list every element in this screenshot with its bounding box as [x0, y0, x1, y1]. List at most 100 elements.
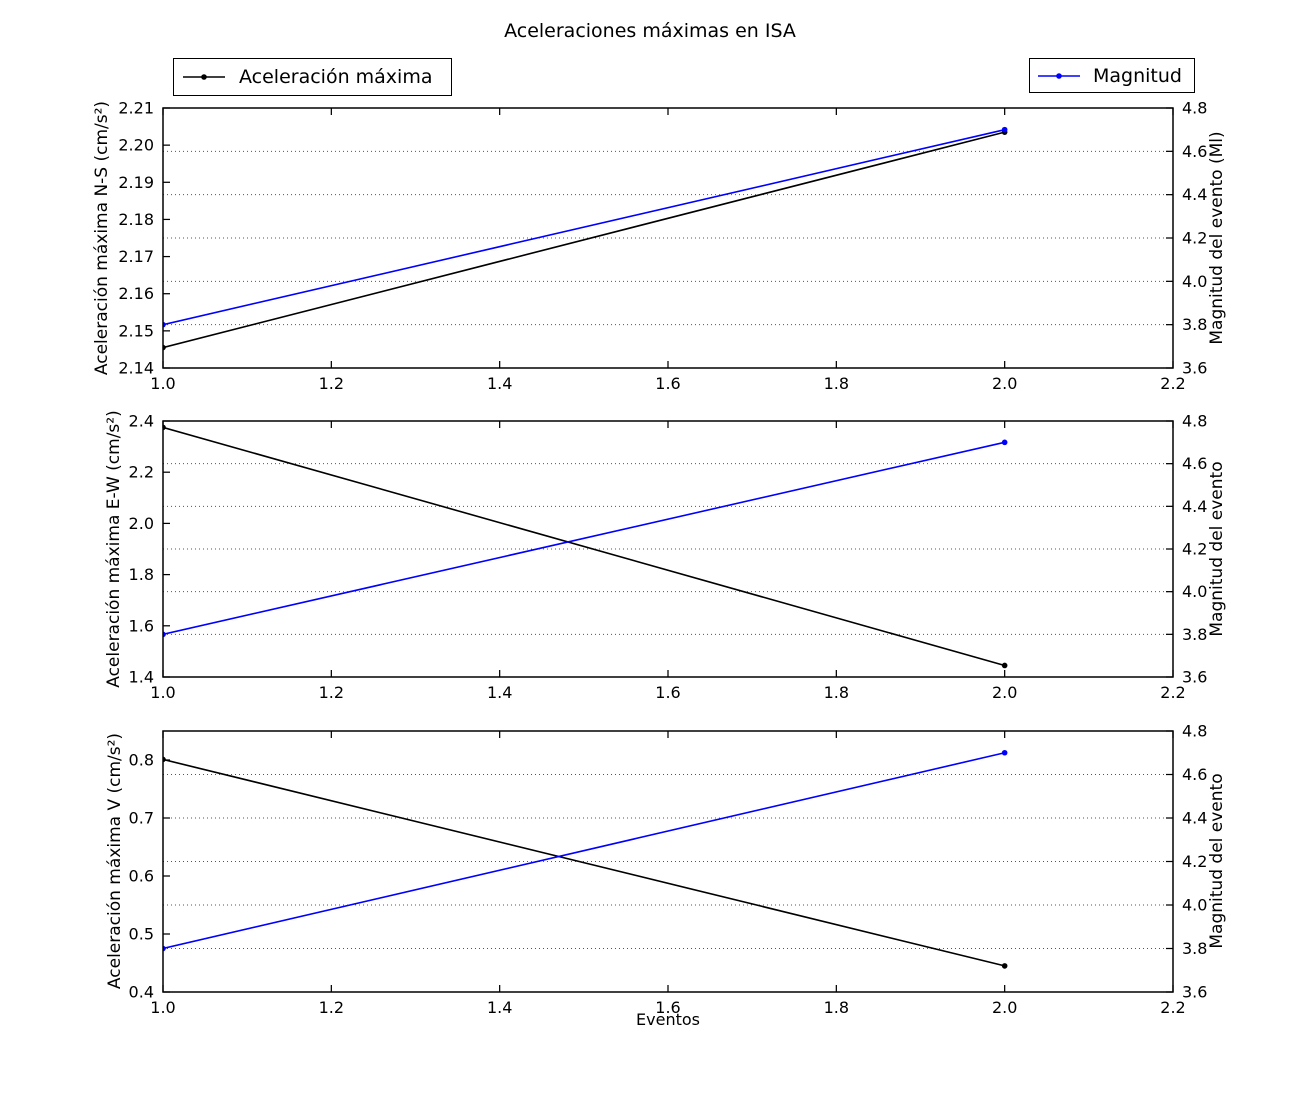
svg-text:1.0: 1.0: [150, 683, 175, 702]
ylabel-right-magnitud-ml: Magnitud del evento (Ml): [1207, 131, 1227, 345]
svg-text:4.8: 4.8: [1182, 99, 1207, 118]
svg-text:1.8: 1.8: [824, 374, 849, 393]
svg-text:0.6: 0.6: [129, 867, 154, 886]
svg-text:2.2: 2.2: [1160, 374, 1185, 393]
svg-text:4.4: 4.4: [1182, 185, 1207, 204]
ylabel-left-ns: Aceleración máxima N-S (cm/s²): [92, 100, 112, 376]
data-point-marker: [1001, 749, 1008, 756]
svg-text:4.0: 4.0: [1182, 896, 1207, 915]
tick-marks: [162, 107, 1174, 369]
svg-text:1.6: 1.6: [655, 374, 680, 393]
svg-text:2.2: 2.2: [1160, 998, 1185, 1017]
ylabel-right-magnitud-3: Magnitud del evento: [1207, 773, 1227, 949]
data-point-marker: [1001, 963, 1008, 969]
legend-magnitud: Magnitud: [1029, 58, 1195, 93]
svg-text:1.8: 1.8: [824, 683, 849, 702]
svg-text:2.15: 2.15: [118, 321, 154, 340]
svg-text:0.5: 0.5: [129, 925, 154, 944]
subplot-n-s: 1.0 1.2 1.4 1.6 1.8 2.0 2.2 2.14 2.15 2.16 2.17 2.1…: [118, 99, 1207, 394]
gridlines: [163, 774, 1173, 949]
svg-text:2.14: 2.14: [118, 359, 154, 378]
svg-text:2.17: 2.17: [118, 247, 154, 266]
legend-label-aceleracion: Aceleración máxima: [239, 66, 433, 88]
svg-text:2.21: 2.21: [118, 99, 154, 118]
tick-labels: 1.0 1.2 1.4 1.6 1.8 2.0 2.2 0.4 0.5 0.6 0.7 0.8 3.6 3…: [129, 722, 1208, 1018]
svg-text:3.6: 3.6: [1182, 668, 1207, 687]
svg-text:2.2: 2.2: [129, 463, 154, 482]
series-magnitud: [163, 126, 1008, 328]
tick-marks: [162, 420, 1174, 678]
svg-text:4.8: 4.8: [1182, 412, 1207, 431]
svg-text:4.6: 4.6: [1182, 765, 1207, 784]
svg-text:2.0: 2.0: [129, 514, 154, 533]
svg-text:0.4: 0.4: [129, 983, 154, 1002]
tick-labels: 1.0 1.2 1.4 1.6 1.8 2.0 2.2 2.14 2.15 2.16 2.17 2.1…: [118, 99, 1207, 394]
tick-marks: [162, 730, 1174, 993]
legend-line-dot-sample-blue: [1038, 72, 1080, 79]
svg-text:1.2: 1.2: [319, 683, 344, 702]
ylabel-right-magnitud-2: Magnitud del evento: [1207, 461, 1227, 637]
svg-text:3.8: 3.8: [1182, 315, 1207, 334]
svg-text:2.4: 2.4: [129, 412, 154, 431]
svg-text:1.2: 1.2: [319, 998, 344, 1017]
svg-text:4.0: 4.0: [1182, 582, 1207, 601]
svg-text:4.8: 4.8: [1182, 722, 1207, 741]
svg-text:4.4: 4.4: [1182, 809, 1207, 828]
svg-text:1.4: 1.4: [129, 668, 154, 687]
svg-text:2.0: 2.0: [992, 998, 1017, 1017]
svg-text:2.19: 2.19: [118, 173, 154, 192]
subplot-v: 1.0 1.2 1.4 1.6 1.8 2.0 2.2 0.4 0.5 0.6 0.7 0.8 3.6 3…: [129, 722, 1208, 1018]
svg-text:4.6: 4.6: [1182, 142, 1207, 161]
svg-text:1.0: 1.0: [150, 998, 175, 1017]
svg-text:2.20: 2.20: [118, 136, 154, 155]
svg-text:2.0: 2.0: [992, 683, 1017, 702]
legend-line-dot-sample-black: [183, 74, 225, 80]
series-magnitud: [163, 749, 1008, 952]
svg-text:3.6: 3.6: [1182, 359, 1207, 378]
series-magnitud: [163, 439, 1008, 638]
legend-label-magnitud: Magnitud: [1093, 64, 1182, 87]
series-aceleraci-n-m-xima: [163, 129, 1008, 351]
data-point-marker: [1001, 126, 1008, 133]
figure-title: Aceleraciones máximas en ISA: [504, 20, 796, 42]
svg-text:1.6: 1.6: [129, 616, 154, 635]
svg-text:1.0: 1.0: [150, 374, 175, 393]
svg-text:2.18: 2.18: [118, 210, 154, 229]
svg-text:4.0: 4.0: [1182, 272, 1207, 291]
svg-text:0.7: 0.7: [129, 809, 154, 828]
gridlines: [163, 150, 1173, 326]
svg-text:1.2: 1.2: [319, 374, 344, 393]
svg-text:4.2: 4.2: [1182, 852, 1207, 871]
svg-text:1.6: 1.6: [655, 998, 680, 1017]
svg-text:1.6: 1.6: [655, 683, 680, 702]
tick-labels: 1.0 1.2 1.4 1.6 1.8 2.0 2.2 1.4 1.6 1.8 2.0 2.2 2.4 3…: [129, 412, 1208, 703]
svg-text:4.2: 4.2: [1182, 229, 1207, 248]
svg-text:3.8: 3.8: [1182, 625, 1207, 644]
svg-text:1.8: 1.8: [129, 565, 154, 584]
svg-text:4.4: 4.4: [1182, 497, 1207, 516]
data-point-marker: [1001, 439, 1008, 446]
ylabel-left-v: Aceleración máxima V (cm/s²): [105, 732, 125, 990]
ylabel-left-ew: Aceleración máxima E-W (cm/s²): [104, 410, 124, 688]
svg-text:2.0: 2.0: [992, 374, 1017, 393]
series-aceleraci-n-m-xima: [163, 756, 1008, 969]
subplot-e-w: 1.0 1.2 1.4 1.6 1.8 2.0 2.2 1.4 1.6 1.8 2.0 2.2 2.4 3…: [129, 412, 1208, 703]
x-axis-label: Eventos: [636, 1010, 700, 1029]
svg-text:1.8: 1.8: [824, 998, 849, 1017]
svg-text:3.8: 3.8: [1182, 939, 1207, 958]
svg-text:1.4: 1.4: [487, 683, 512, 702]
legend-aceleracion-maxima: Aceleración máxima: [173, 58, 452, 96]
data-point-marker: [1001, 662, 1008, 669]
svg-text:1.4: 1.4: [487, 998, 512, 1017]
series-aceleraci-n-m-xima: [163, 424, 1008, 669]
svg-text:2.2: 2.2: [1160, 683, 1185, 702]
gridlines: [163, 463, 1173, 635]
svg-text:4.6: 4.6: [1182, 454, 1207, 473]
svg-text:1.4: 1.4: [487, 374, 512, 393]
svg-text:3.6: 3.6: [1182, 983, 1207, 1002]
svg-text:2.16: 2.16: [118, 284, 154, 303]
svg-text:4.2: 4.2: [1182, 540, 1207, 559]
svg-text:0.8: 0.8: [129, 751, 154, 770]
